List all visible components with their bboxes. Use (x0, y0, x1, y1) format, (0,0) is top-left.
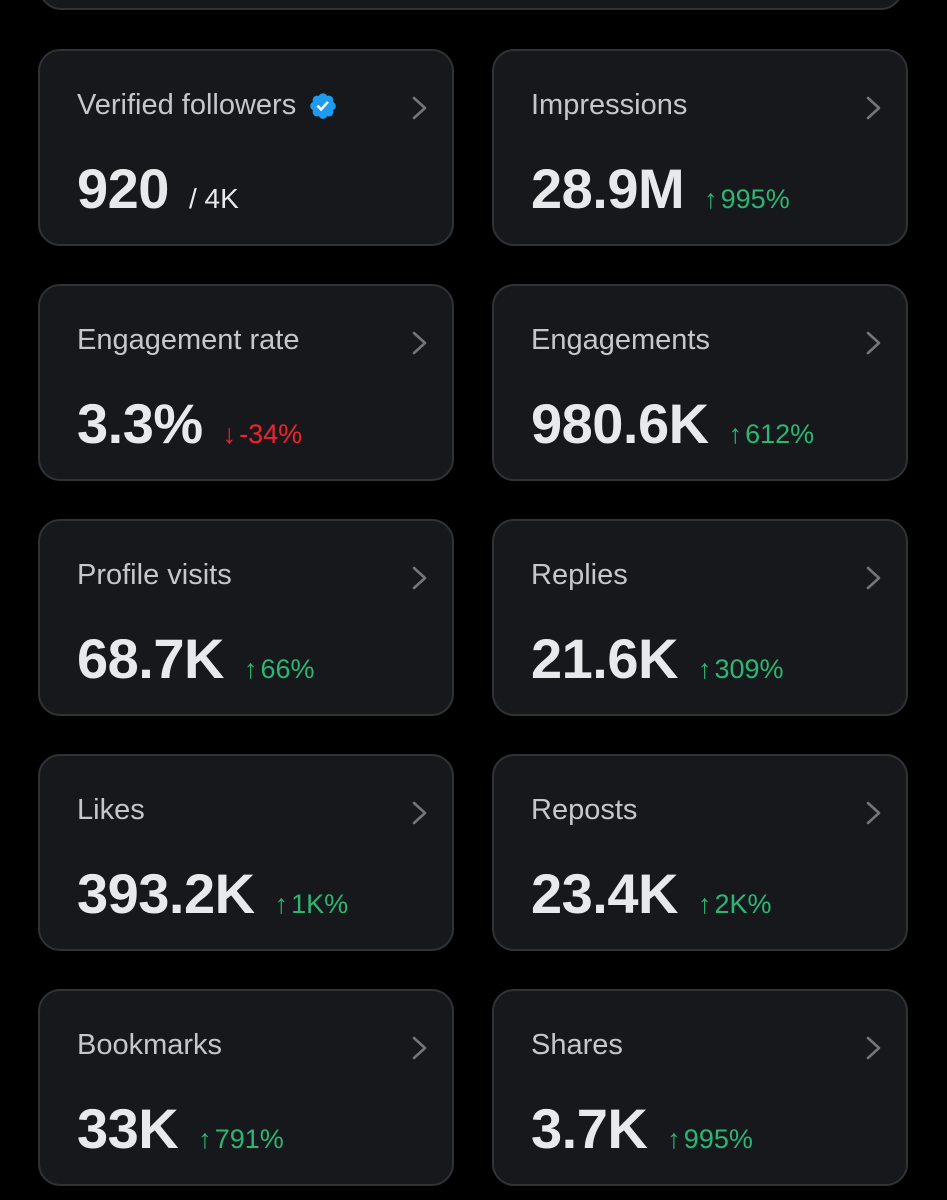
metric-change-value: 612% (745, 419, 815, 449)
metric-change: ↑ 1K% (275, 889, 349, 920)
chevron-right-icon (866, 331, 881, 355)
metric-card-shares[interactable]: Shares 3.7K ↑ 995% (492, 989, 908, 1186)
arrow-up-icon: ↑ (198, 1124, 212, 1154)
metric-change: ↑ 309% (698, 654, 784, 685)
metric-value: 21.6K (531, 627, 678, 690)
chevron-right-icon (866, 96, 881, 120)
metric-label: Engagement rate (77, 324, 300, 356)
metric-change: ↑ 995% (667, 1124, 753, 1155)
metric-value: 28.9M (531, 157, 685, 220)
metric-change-value: 309% (714, 654, 784, 684)
metric-value-row: 28.9M ↑ 995% (531, 156, 790, 221)
metric-value: 3.3% (77, 392, 203, 455)
metric-change: ↑ 791% (198, 1124, 284, 1155)
metric-change-value: 66% (260, 654, 315, 684)
metric-label: Shares (531, 1029, 623, 1061)
metric-label: Likes (77, 794, 145, 826)
metric-label: Replies (531, 559, 628, 591)
metric-label: Reposts (531, 794, 638, 826)
metric-change-value: 995% (683, 1124, 753, 1154)
metric-card-engagement-rate[interactable]: Engagement rate 3.3% ↓ -34% (38, 284, 454, 481)
metric-label: Verified followers (77, 89, 297, 121)
metric-card-reposts[interactable]: Reposts 23.4K ↑ 2K% (492, 754, 908, 951)
chevron-right-icon (412, 1036, 427, 1060)
metric-value: 3.7K (531, 1097, 648, 1160)
metric-change: ↓ -34% (223, 419, 303, 450)
arrow-up-icon: ↑ (728, 419, 743, 449)
metric-value-row: 23.4K ↑ 2K% (531, 861, 771, 926)
metric-value: 980.6K (531, 392, 709, 455)
metric-value-row: 68.7K ↑ 66% (77, 626, 314, 691)
metric-change: ↑ 612% (729, 419, 815, 450)
chevron-right-icon (866, 801, 881, 825)
metric-label: Engagements (531, 324, 710, 356)
chevron-right-icon (866, 566, 881, 590)
chevron-right-icon (412, 96, 427, 120)
metric-value: 23.4K (531, 862, 678, 925)
metric-change-value: 1K% (291, 889, 349, 919)
metric-change: ↑ 2K% (698, 889, 772, 920)
metric-card-bookmarks[interactable]: Bookmarks 33K ↑ 791% (38, 989, 454, 1186)
arrow-up-icon: ↑ (274, 889, 289, 919)
metric-card-likes[interactable]: Likes 393.2K ↑ 1K% (38, 754, 454, 951)
chevron-right-icon (412, 566, 427, 590)
verified-badge-icon (310, 92, 337, 119)
arrow-up-icon: ↑ (667, 1124, 681, 1154)
metric-value-row: 920 / 4K (77, 156, 239, 221)
metric-change-value: -34% (239, 419, 303, 449)
metric-value-row: 21.6K ↑ 309% (531, 626, 784, 691)
metric-value: 68.7K (77, 627, 224, 690)
metrics-grid: Verified followers 920 / 4K Impressions … (38, 49, 908, 1186)
metric-change: ↑ 66% (244, 654, 315, 685)
arrow-up-icon: ↑ (704, 184, 718, 214)
partial-card-top (39, 0, 903, 10)
metric-change: ↑ 995% (704, 184, 790, 215)
metric-value: 920 (77, 157, 169, 220)
chevron-right-icon (866, 1036, 881, 1060)
metric-value-row: 3.3% ↓ -34% (77, 391, 302, 456)
metric-change-value: 2K% (714, 889, 772, 919)
metric-value-row: 33K ↑ 791% (77, 1096, 284, 1161)
arrow-up-icon: ↑ (243, 654, 258, 684)
metric-card-engagements[interactable]: Engagements 980.6K ↑ 612% (492, 284, 908, 481)
metric-card-verified-followers[interactable]: Verified followers 920 / 4K (38, 49, 454, 246)
metric-value: 393.2K (77, 862, 255, 925)
chevron-right-icon (412, 801, 427, 825)
metric-value: 33K (77, 1097, 179, 1160)
metric-label: Profile visits (77, 559, 232, 591)
metric-card-impressions[interactable]: Impressions 28.9M ↑ 995% (492, 49, 908, 246)
metric-value-row: 3.7K ↑ 995% (531, 1096, 753, 1161)
metric-label-row: Verified followers (77, 89, 338, 122)
metric-change-value: 791% (214, 1124, 284, 1154)
metric-card-profile-visits[interactable]: Profile visits 68.7K ↑ 66% (38, 519, 454, 716)
arrow-up-icon: ↑ (697, 889, 712, 919)
metric-card-replies[interactable]: Replies 21.6K ↑ 309% (492, 519, 908, 716)
metric-value-row: 393.2K ↑ 1K% (77, 861, 348, 926)
metric-label: Bookmarks (77, 1029, 223, 1061)
arrow-down-icon: ↓ (222, 419, 237, 449)
chevron-right-icon (412, 331, 427, 355)
metric-total: / 4K (188, 183, 239, 214)
arrow-up-icon: ↑ (697, 654, 712, 684)
metric-value-row: 980.6K ↑ 612% (531, 391, 814, 456)
metric-change-value: 995% (720, 184, 790, 214)
metric-label: Impressions (531, 89, 688, 121)
